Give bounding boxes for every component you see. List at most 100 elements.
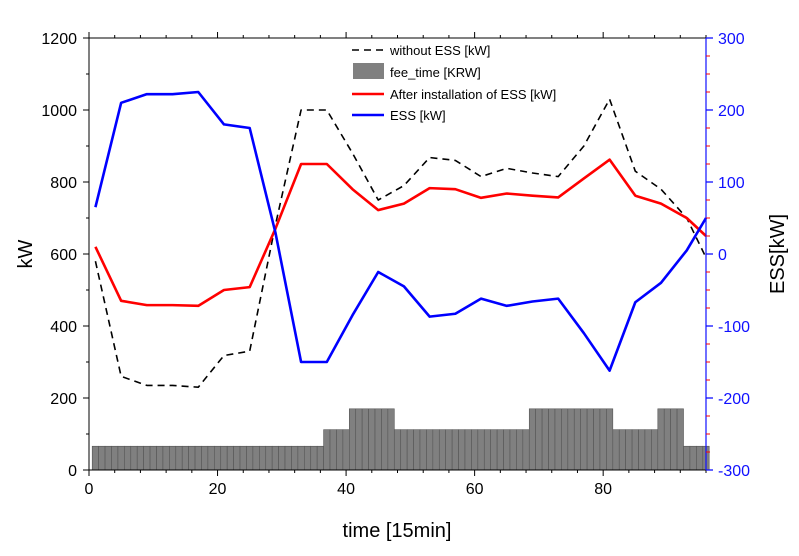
fee-time-bar [618,429,626,471]
fee-time-bar [136,445,144,471]
y2-tick-label: -100 [718,319,750,336]
fee-time-bar [304,445,312,471]
plot-frame [88,37,707,471]
fee-time-bar [490,429,498,471]
fee-time-bar [291,445,299,471]
fee-time-bar [284,445,292,471]
fee-time-bar [689,445,697,471]
fee-time-bar [348,408,357,471]
ticks: 0 20 40 60 80020040060080010001200-300-200-1… [41,31,750,498]
y-tick-label: 200 [50,391,77,408]
fee-time-bar [355,408,363,471]
y-tick-label: 1200 [41,31,77,48]
fee-time-bar [194,445,202,471]
y2-axis-title: ESS[kW] [767,214,789,294]
fee-time-bar [162,445,170,471]
fee-time-bar [471,429,479,471]
fee-time-bar [111,445,119,471]
fee-time-bar [310,445,318,471]
fee-time-bar [445,429,453,471]
fee-time-bar [503,429,511,471]
series-lines [94,90,708,389]
fee-time-bar [214,445,222,471]
fee-time-bar [278,445,286,471]
fee-time-bar [451,429,459,471]
fee-time-bar [297,445,305,471]
x-tick-label: 60 [466,481,484,498]
fee-time-bar [342,429,350,471]
fee-time-bar [188,445,196,471]
fee-time-bar [541,408,549,471]
y-axis-title: kW [15,239,37,268]
fee-time-bar [573,408,581,471]
fee-time-bar [561,408,569,471]
legend-label-ess: ESS [kW] [390,108,446,123]
fee-time-bar [432,429,440,471]
fee-time-bar [98,445,106,471]
fee-time-bar [143,445,151,471]
fee-time-bar [265,445,273,471]
fee-time-bar [246,445,254,471]
fee-time-bar [323,429,331,471]
y2-tick-label: 0 [718,247,727,264]
fee-time-bar [554,408,562,471]
y-tick-label: 400 [50,319,77,336]
fee-time-bar [631,429,639,471]
fee-time-bar [580,408,588,471]
legend-label-fee-time: fee_time [KRW] [390,65,481,80]
x-tick-label: 0 [85,481,94,498]
fee-time-bar [181,445,189,471]
fee-time-bar [516,429,524,471]
y-tick-label: 800 [50,175,77,192]
fee-time-bar [149,445,157,471]
legend-label-after-ess: After installation of ESS [kW] [390,87,556,102]
y2-tick-label: 100 [718,175,745,192]
y2-tick-label: 300 [718,31,745,48]
fee-time-bar [117,445,125,471]
fee-time-bar [175,445,183,471]
x-tick-label: 40 [337,481,355,498]
fee-time-bar [361,408,369,471]
fee-time-bar [252,445,260,471]
fee-time-bar [239,445,247,471]
fee-time-bar [271,445,279,471]
fee-time-bar [207,445,215,471]
fee-time-bar [548,408,556,471]
legend: without ESS [kW] fee_time [KRW] After in… [352,43,556,123]
fee-time-bar [567,408,575,471]
fee-time-bar [683,445,691,471]
series-line-after-ess [94,158,707,308]
series-line-without-ess [94,98,707,389]
fee-time-bar [586,408,594,471]
fee-time-bar [259,445,267,471]
x-tick-label: 20 [209,481,227,498]
fee-time-bar [91,445,99,471]
y2-tick-label: 200 [718,103,745,120]
x-axis-title: time [15min] [343,520,452,542]
fee-time-bar [374,408,382,471]
legend-swatch-fee-time [353,63,384,79]
fee-time-bar [329,429,337,471]
fee-time-bar [156,445,164,471]
legend-label-without-ess: without ESS [kW] [389,43,490,58]
fee-time-bar [393,429,402,471]
fee-time-bar [458,429,466,471]
y2-tick-label: -300 [718,463,750,480]
fee-time-bar [104,445,112,471]
fee-time-bar [696,445,704,471]
fee-time-bar [509,429,517,471]
fee-time-bar [438,429,447,471]
fee-time-bar [496,429,504,471]
fee-time-bar [644,429,652,471]
fee-time-bar [670,408,678,471]
y-tick-label: 1000 [41,103,77,120]
fee-time-bar [387,408,395,471]
series-line-ess [94,90,708,372]
fee-time-bar [413,429,421,471]
fee-time-bar [220,445,228,471]
fee-time-bar [233,445,241,471]
fee-time-bar [381,408,389,471]
fee-time-bar [657,408,665,471]
fee-time-bar [483,429,491,471]
